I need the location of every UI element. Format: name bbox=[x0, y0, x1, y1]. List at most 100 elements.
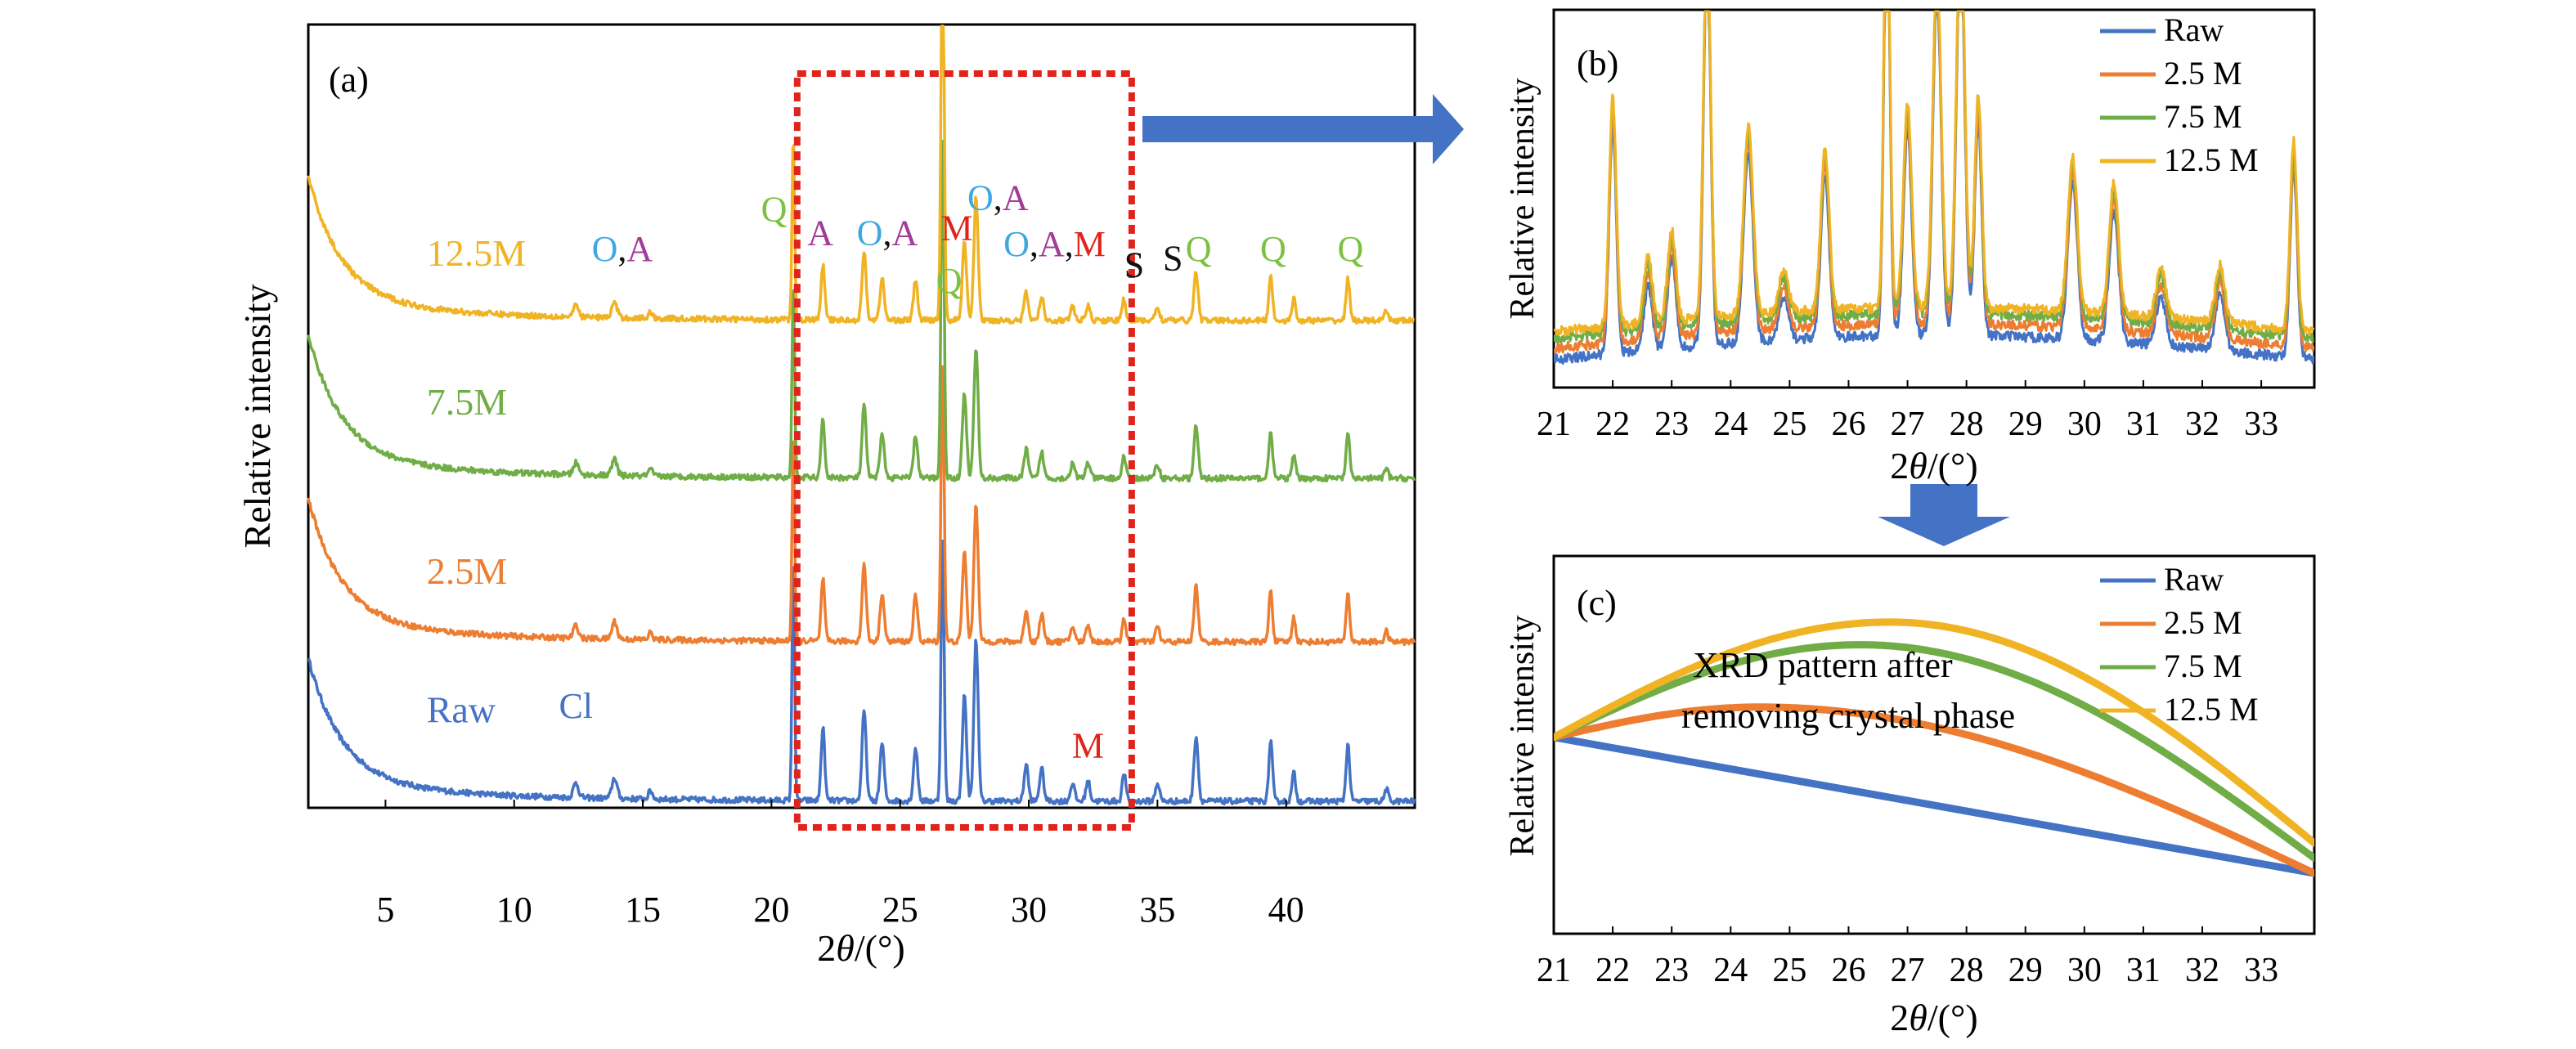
x-tick-label: 24 bbox=[1713, 406, 1748, 443]
x-tick-label: 30 bbox=[2067, 406, 2102, 443]
x-tick-label: 33 bbox=[2244, 952, 2278, 989]
peak-label-part: A bbox=[891, 213, 918, 253]
flow-arrows bbox=[1142, 94, 2010, 546]
panel-c-x-ticks: 21 22 23 24 25 26 27 28 29 30 31 32 33 bbox=[1537, 926, 2278, 989]
series-line-m125 bbox=[1554, 10, 2314, 337]
x-tick-label: 26 bbox=[1831, 406, 1865, 443]
peak-label: S bbox=[1163, 239, 1183, 279]
legend-label-m75: 7.5 M bbox=[2164, 648, 2242, 684]
x-tick-label: 31 bbox=[2126, 952, 2161, 989]
peak-label-part: S bbox=[1124, 245, 1144, 285]
peak-label: O,A bbox=[857, 213, 918, 253]
x-tick-label: 35 bbox=[1139, 890, 1175, 930]
legend-label-m25: 2.5 M bbox=[2164, 55, 2242, 92]
peak-label-part: , bbox=[994, 178, 1003, 218]
peak-label-part: Cl bbox=[559, 686, 593, 726]
series-label-raw: Raw bbox=[427, 689, 496, 731]
peak-label-part: O bbox=[1003, 224, 1030, 264]
legend-label-m125: 12.5 M bbox=[2164, 691, 2259, 728]
peak-label-part: M bbox=[1072, 726, 1104, 766]
x-tick-label: 22 bbox=[1595, 952, 1630, 989]
peak-label-part: , bbox=[1030, 224, 1039, 264]
panel-a-y-axis-label: Relative intensity bbox=[236, 284, 278, 548]
x-tick-label: 23 bbox=[1654, 952, 1689, 989]
panel-a-label: (a) bbox=[329, 60, 369, 100]
x-tick-label: 21 bbox=[1537, 406, 1571, 443]
x-tick-label: 26 bbox=[1831, 952, 1865, 989]
x-axis-label-prefix: 2 bbox=[817, 927, 836, 969]
x-axis-label-unit: /(°) bbox=[1928, 445, 1978, 486]
panel-a-series bbox=[307, 25, 1416, 806]
panel-c-annotation-line-1: XRD pattern after bbox=[1693, 645, 1953, 685]
peak-label: O,A,M bbox=[1003, 224, 1106, 264]
panel-c-legend: Raw 2.5 M 7.5 M 12.5 M bbox=[2100, 561, 2259, 728]
peak-label: O,A bbox=[592, 229, 653, 269]
panel-b-x-axis-label: 2θ/(°) bbox=[1890, 445, 1977, 486]
peak-label-part: , bbox=[882, 213, 891, 253]
panel-a-frame bbox=[307, 23, 1416, 809]
x-axis-label-theta: θ bbox=[1909, 997, 1928, 1038]
x-tick-label: 15 bbox=[625, 890, 661, 930]
legend-label-m25: 2.5 M bbox=[2164, 604, 2242, 641]
panel-a: (a) 5 10 15 20 25 30 35 40 QO,A A O,A MQO,AO,A,MS S… bbox=[236, 23, 1416, 969]
peak-label-part: Q bbox=[1260, 229, 1286, 269]
series-line-m25 bbox=[307, 365, 1416, 647]
series-label-m75: 7.5M bbox=[427, 381, 507, 423]
peak-label-part: O bbox=[857, 213, 883, 253]
series-line-m125 bbox=[307, 25, 1416, 325]
peak-label-part: Q bbox=[761, 189, 788, 229]
panel-a-x-ticks: 5 10 15 20 25 30 35 40 bbox=[376, 800, 1304, 930]
series-line-m125 bbox=[1554, 618, 2314, 847]
x-tick-label: 27 bbox=[1891, 406, 1925, 443]
down-arrow bbox=[1878, 484, 2010, 546]
x-axis-label-unit: /(°) bbox=[1928, 997, 1978, 1038]
x-tick-label: 33 bbox=[2244, 406, 2278, 443]
legend-label-m125: 12.5 M bbox=[2164, 141, 2259, 178]
peak-label: S bbox=[1124, 245, 1144, 285]
peak-label-part: A bbox=[1003, 178, 1029, 218]
panel-c: 21 22 23 24 25 26 27 28 29 30 31 32 33 Raw 2.5 M 7.5 M… bbox=[1504, 554, 2316, 1038]
panel-b-legend: Raw 2.5 M 7.5 M 12.5 M bbox=[2100, 11, 2259, 178]
panel-c-label: (c) bbox=[1577, 583, 1617, 623]
panel-b-x-ticks: 21 22 23 24 25 26 27 28 29 30 31 32 33 bbox=[1537, 380, 2278, 443]
x-tick-label: 32 bbox=[2185, 406, 2219, 443]
x-tick-label: 40 bbox=[1268, 890, 1304, 930]
x-tick-label: 20 bbox=[753, 890, 789, 930]
x-tick-label: 30 bbox=[1011, 890, 1047, 930]
peak-label-part: Q bbox=[936, 261, 963, 301]
x-tick-label: 24 bbox=[1713, 952, 1748, 989]
right-arrow bbox=[1142, 94, 1464, 164]
x-tick-label: 29 bbox=[2008, 952, 2043, 989]
series-line-raw bbox=[1554, 733, 2314, 877]
x-tick-label: 25 bbox=[1772, 952, 1806, 989]
peak-label-part: A bbox=[626, 229, 653, 269]
panel-c-series bbox=[1554, 618, 2314, 877]
peak-label: Q bbox=[1260, 229, 1286, 269]
legend-label-m75: 7.5 M bbox=[2164, 98, 2242, 135]
peak-label: M bbox=[1072, 726, 1104, 766]
panel-b: 21 22 23 24 25 26 27 28 29 30 31 32 33 Raw 2.5 M 7.5 M… bbox=[1504, 8, 2316, 486]
series-line-raw bbox=[307, 539, 1416, 806]
peak-label-part: Q bbox=[1337, 229, 1363, 269]
x-tick-label: 30 bbox=[2067, 952, 2102, 989]
x-tick-label: 25 bbox=[882, 890, 918, 930]
series-label-m125: 12.5M bbox=[427, 232, 526, 274]
series-line-m75 bbox=[1554, 641, 2314, 863]
legend-label-raw: Raw bbox=[2164, 11, 2224, 48]
panel-b-series bbox=[1554, 10, 2314, 365]
peak-label: Q bbox=[1186, 229, 1212, 269]
peak-label-part: O bbox=[967, 178, 994, 218]
peak-label-part: , bbox=[1065, 224, 1074, 264]
x-tick-label: 32 bbox=[2185, 952, 2219, 989]
x-axis-label-theta: θ bbox=[836, 927, 855, 969]
panel-b-label: (b) bbox=[1577, 43, 1618, 83]
panel-b-frame bbox=[1552, 8, 2316, 389]
x-tick-label: 29 bbox=[2008, 406, 2043, 443]
peak-label: Q bbox=[1337, 229, 1363, 269]
peak-label-part: A bbox=[807, 213, 833, 253]
x-tick-label: 31 bbox=[2126, 406, 2161, 443]
peak-label: Q bbox=[761, 189, 788, 229]
series-line-m75 bbox=[307, 139, 1416, 483]
